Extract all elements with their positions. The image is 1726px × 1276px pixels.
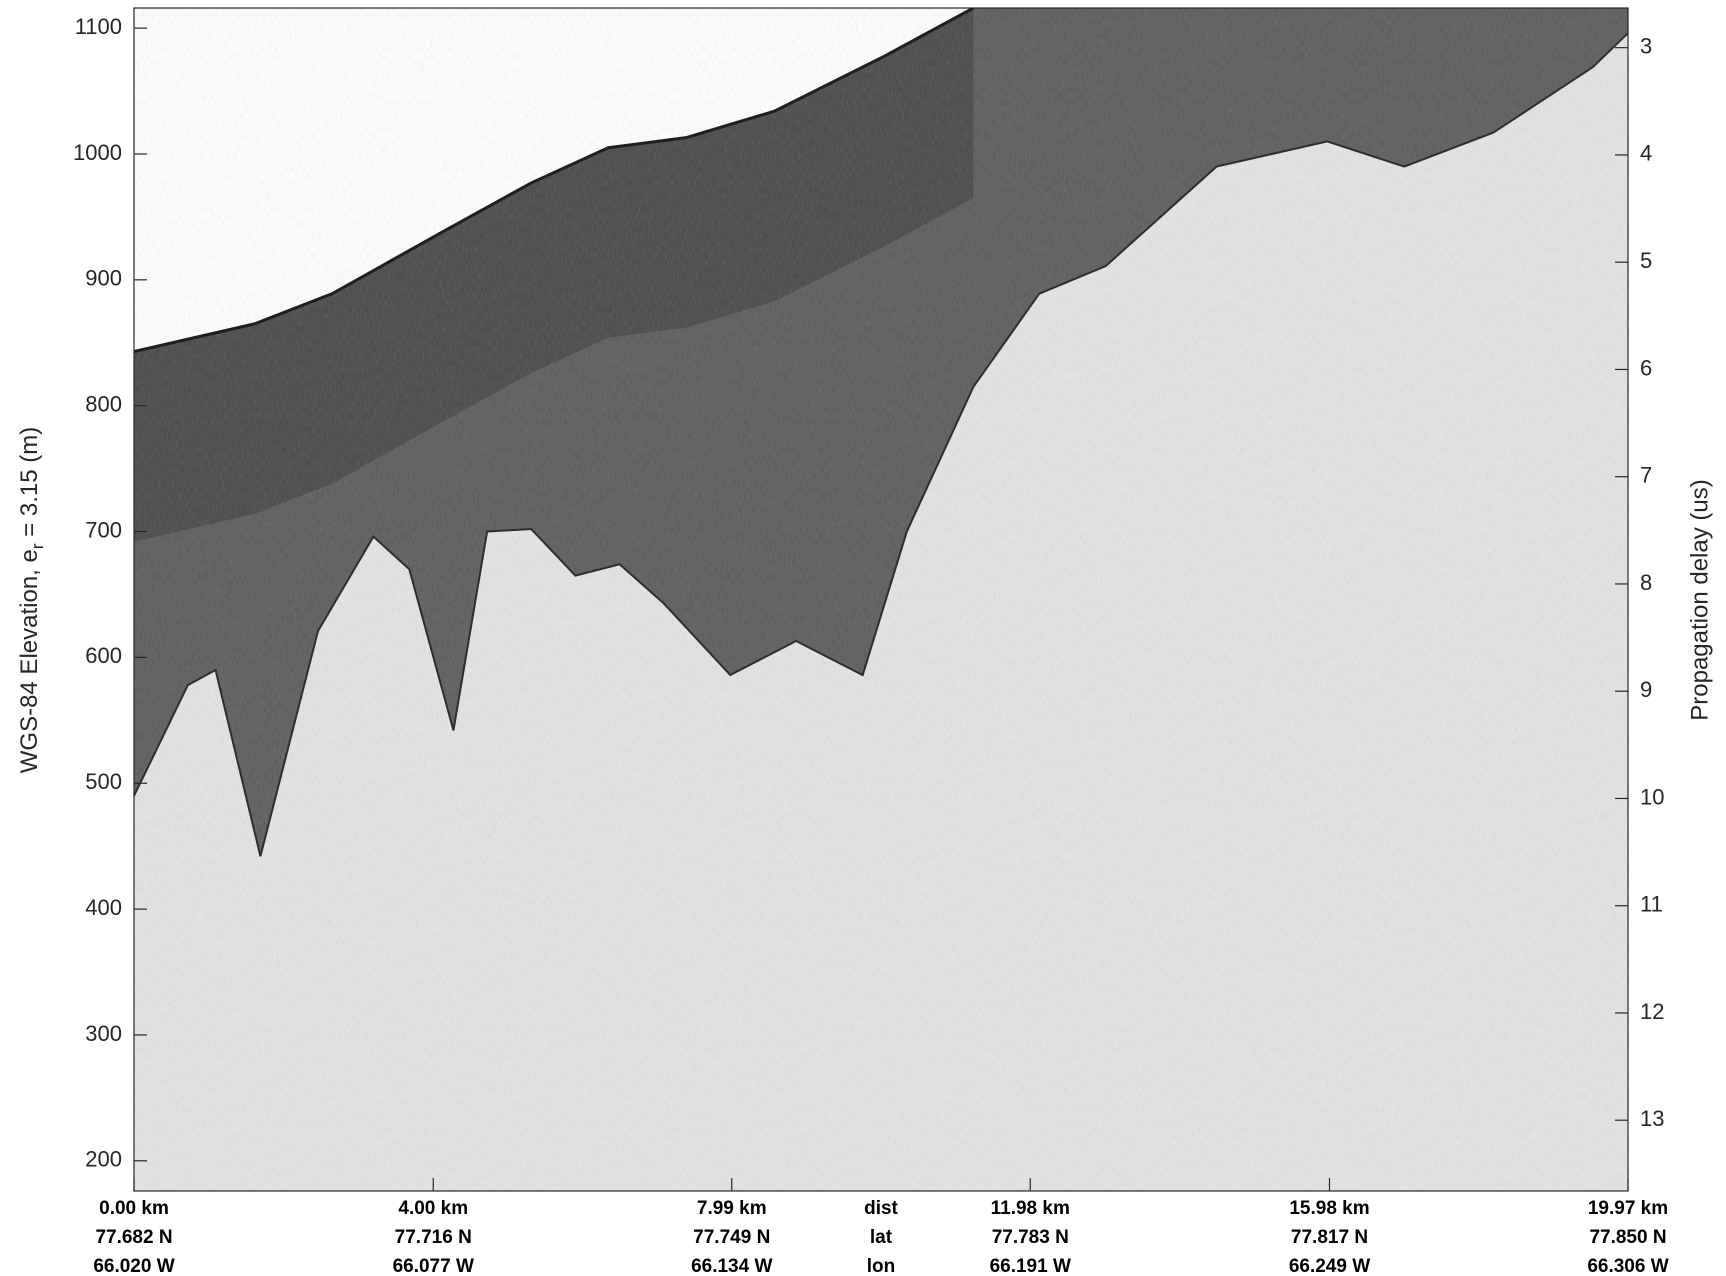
x-tick-label: 7.99 km [697,1198,767,1219]
lon-label: 66.306 W [1587,1256,1668,1276]
surface-line [134,8,975,354]
lon-label: 66.020 W [93,1256,174,1276]
y2-tick-label: 8 [1640,570,1652,595]
lat-label: 77.817 N [1291,1227,1368,1248]
y-label-main: WGS-84 Elevation, e [16,549,43,773]
lon-label: 66.249 W [1289,1256,1370,1276]
x-tick-label: 4.00 km [398,1198,468,1219]
y2-axis-label: Propagation delay (us) [1686,479,1713,720]
y-tick-label: 800 [85,392,122,417]
y2-tick-label: 4 [1640,141,1652,166]
lat-label: 77.682 N [95,1227,172,1248]
x-tick-label: 15.98 km [1289,1198,1369,1219]
lon-label: 66.191 W [990,1256,1071,1276]
y2-tick-label: 12 [1640,999,1664,1024]
y-tick-label: 200 [85,1147,122,1172]
y-tick-label: 500 [85,769,122,794]
y2-tick-label: 13 [1640,1106,1664,1131]
y-tick-label: 400 [85,895,122,920]
y2-tick-label: 10 [1640,784,1664,809]
y2-tick-label: 3 [1640,33,1652,58]
y-label-sub: r [28,543,47,549]
x-tick-label: 11.98 km [991,1198,1070,1219]
row-label: lat [870,1227,893,1248]
y-tick-label: 300 [85,1021,122,1046]
y2-tick-label: 11 [1640,892,1663,917]
row-label: lon [867,1256,896,1276]
lat-label: 77.783 N [992,1227,1069,1248]
y-tick-label: 900 [85,266,122,291]
y-tick-label: 1100 [75,14,122,39]
y-tick-label: 600 [85,643,122,668]
y-axis-label: WGS-84 Elevation, er = 3.15 (m) [16,427,47,774]
lon-label: 66.134 W [691,1256,772,1276]
x-tick-label: 19.97 km [1588,1198,1668,1219]
y2-tick-label: 5 [1640,248,1652,273]
lon-label: 66.077 W [393,1256,474,1276]
x-tick-label: 0.00 km [99,1198,169,1219]
bed-line [134,32,1628,857]
grain [134,8,1628,1191]
plot-frame [133,7,1629,1192]
y-label-rest: = 3.15 (m) [16,427,43,544]
y2-tick-label: 7 [1640,463,1652,488]
row-label: dist [864,1198,898,1219]
y-tick-label: 1000 [73,140,122,165]
y2-tick-label: 9 [1640,677,1652,702]
lat-label: 77.716 N [395,1227,472,1248]
echogram [134,8,1628,1191]
lat-label: 77.749 N [693,1227,770,1248]
y2-tick-label: 6 [1640,355,1652,380]
lat-label: 77.850 N [1589,1227,1666,1248]
y-tick-label: 700 [85,517,122,542]
